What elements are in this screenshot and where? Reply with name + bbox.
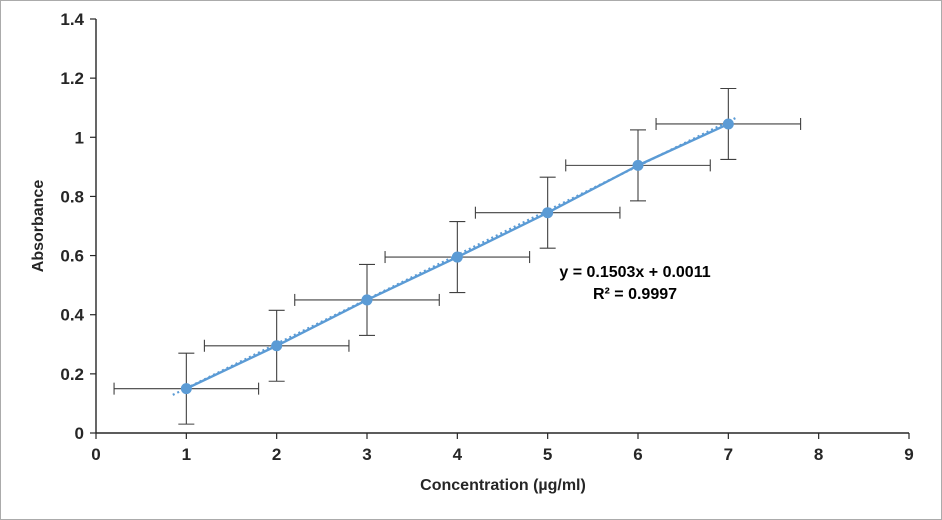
y-tick-label: 1.4 [60,10,84,29]
x-axis-title: Concentration (µg/ml) [420,477,586,494]
data-point [361,294,373,306]
y-tick-label: 1 [75,128,84,147]
data-point [180,383,192,395]
y-tick-label: 1.2 [60,69,84,88]
data-point [722,118,734,130]
data-point [271,340,283,352]
x-tick-label: 5 [543,445,552,464]
data-point [451,251,463,263]
y-tick-label: 0.4 [60,306,84,325]
x-tick-label: 2 [272,445,281,464]
x-tick-label: 3 [362,445,371,464]
x-tick-label: 4 [453,445,463,464]
y-tick-label: 0.6 [60,247,84,266]
data-point [542,207,554,219]
x-tick-label: 9 [904,445,913,464]
trendline-equation-label: y = 0.1503x + 0.0011 [559,264,710,281]
data-point [632,159,644,171]
y-axis-title: Absorbance [30,180,47,273]
x-tick-label: 7 [724,445,733,464]
trendline-rsquared-label: R² = 0.9997 [593,286,677,303]
plot-area: 0 1 2 3 4 5 6 7 8 9 0 0.2 0.4 0.6 0.8 1 1.2 1.4 [60,10,913,464]
y-tick-label: 0 [75,424,84,443]
x-tick-label: 6 [633,445,642,464]
y-tick-label: 0.8 [60,187,84,206]
x-tick-label: 8 [814,445,823,464]
x-tick-label: 0 [91,445,100,464]
y-tick-label: 0.2 [60,365,84,384]
x-tick-label: 1 [182,445,191,464]
